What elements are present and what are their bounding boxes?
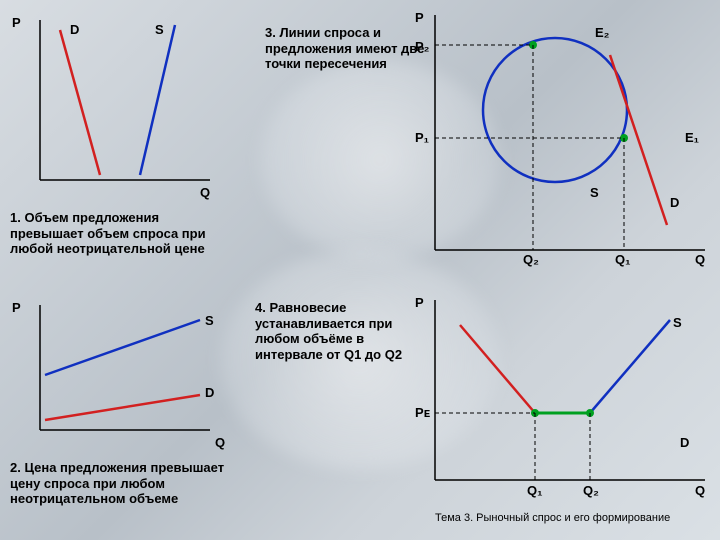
axis-p: P [12,300,21,315]
caption-3: 3. Линии спроса и предложения имеют две … [265,25,425,72]
axis-p: P [415,295,424,310]
label-q2: Q₂ [583,483,599,498]
label-d: D [205,385,214,400]
caption-4: 4. Равновесие устанавливается при любом … [255,300,410,362]
label-p1: P₁ [415,130,429,145]
label-d: D [70,22,79,37]
label-d: D [680,435,689,450]
axis-q: Q [215,435,225,450]
footer-text: Тема 3. Рыночный спрос и его формировани… [435,512,670,524]
axis-q: Q [695,483,705,498]
label-q1: Q₁ [527,483,543,498]
axis-p: P [415,10,424,25]
axis-q: Q [200,185,210,200]
label-s: S [155,22,164,37]
axis-q: Q [695,252,705,267]
label-s: S [205,313,214,328]
label-q2: Q₂ [523,252,539,267]
label-s: S [673,315,682,330]
label-q1: Q₁ [615,252,631,267]
label-s: S [590,185,599,200]
label-e2: E₂ [595,25,609,40]
caption-2: 2. Цена предложения превышает цену спрос… [10,460,250,507]
label-p2: P₂ [415,39,429,54]
label-pe: Pᴇ [415,405,430,420]
caption-1: 1. Объем предложения превышает объем спр… [10,210,220,257]
label-e1: E₁ [685,130,699,145]
label-d: D [670,195,679,210]
axis-p: P [12,15,21,30]
